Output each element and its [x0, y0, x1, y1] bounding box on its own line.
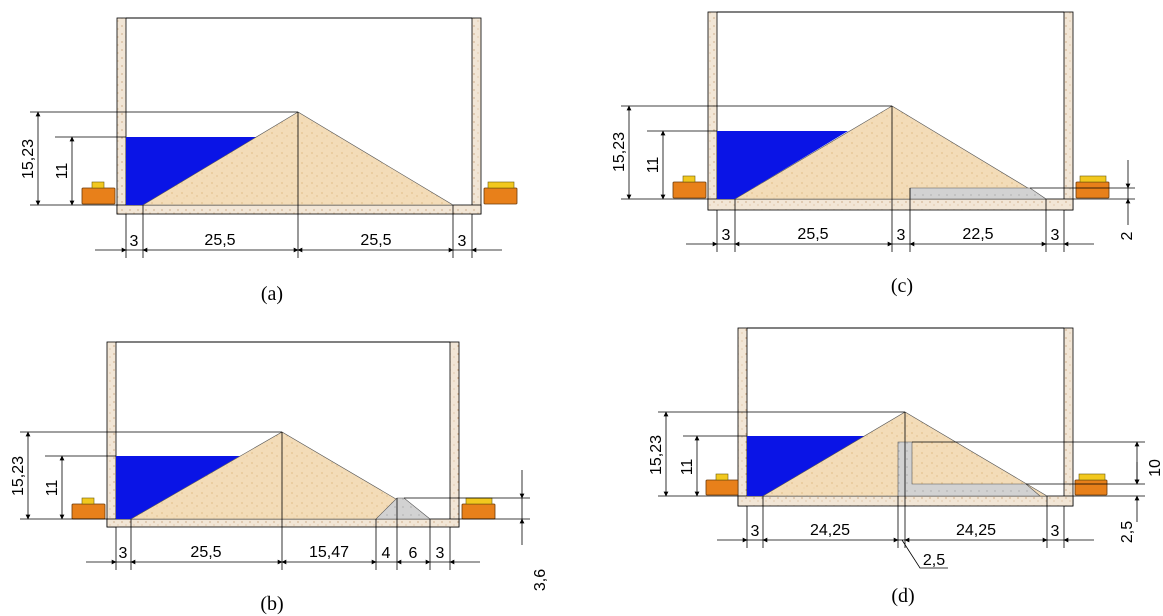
device-right-a	[483, 181, 518, 205]
dim-d-leader: 2,5	[923, 552, 945, 569]
caption-c: (c)	[891, 275, 913, 297]
dim-c-0: 3	[722, 227, 731, 244]
dim-b-4: 6	[409, 545, 418, 562]
device-right-d	[1074, 473, 1108, 496]
device-left-d	[705, 473, 739, 496]
dim-c-3: 22,5	[962, 226, 993, 243]
dim-b-total: 15,23	[10, 456, 27, 496]
water-c	[717, 131, 848, 199]
device-left-b	[71, 497, 106, 520]
panel-c: 15,23 11 3 25,5 3 22,5 3 2 (c)	[611, 11, 1136, 297]
dim-a-1: 25,5	[204, 232, 235, 249]
dim-b-2: 15,47	[309, 544, 349, 561]
dim-b-3: 4	[382, 545, 391, 562]
dim-d-vertical-top: 10	[1147, 459, 1163, 477]
dim-c-2: 3	[897, 227, 906, 244]
tank-b	[106, 341, 460, 528]
dim-c-1: 25,5	[797, 226, 828, 243]
water-d	[747, 436, 866, 496]
tank-d	[737, 327, 1074, 507]
dim-a-3: 3	[458, 233, 467, 250]
dim-d-2: 24,25	[956, 522, 996, 539]
caption-d: (d)	[891, 585, 914, 607]
water-b	[116, 456, 240, 519]
dim-d-vertical-bottom: 2,5	[1119, 521, 1136, 543]
device-left-a	[81, 181, 116, 205]
embankment-b	[129, 431, 432, 520]
caption-b: (b)	[260, 593, 283, 615]
dim-a-water: 11	[54, 163, 71, 180]
dim-b-vertical: 3,6	[532, 569, 549, 591]
dim-a-total: 15,23	[20, 139, 37, 179]
dim-d-0: 3	[751, 523, 760, 540]
device-left-c	[672, 175, 707, 199]
dim-c-4: 3	[1051, 227, 1060, 244]
filter-c	[909, 187, 1047, 200]
dim-c-total: 15,23	[611, 132, 628, 172]
panel-d: 15,23 11 3 24,25 24,25 3 2,5 10 2,5 (d)	[648, 327, 1163, 607]
dim-c-water: 11	[645, 157, 662, 174]
dim-d-total: 15,23	[648, 435, 665, 475]
panel-b: 15,23 11 3 25,5 15,47 4 6 3 3,6 (b)	[10, 341, 549, 615]
dim-a-0: 3	[130, 233, 139, 250]
dim-c-vertical: 2	[1119, 231, 1136, 240]
device-right-c	[1075, 175, 1110, 199]
dim-b-water: 11	[44, 480, 61, 497]
panel-a: 15,23 11 3 25,5 25,5 3 (a)	[20, 17, 518, 305]
dim-a-2: 25,5	[360, 232, 391, 249]
dim-d-1: 24,25	[810, 522, 850, 539]
dim-b-1: 25,5	[190, 544, 221, 561]
water-a	[126, 137, 258, 205]
dim-d-water: 11	[679, 459, 696, 476]
caption-a: (a)	[261, 283, 283, 305]
dim-d-3: 3	[1051, 523, 1060, 540]
embankment-c	[733, 105, 1048, 200]
device-right-b	[461, 497, 496, 520]
dim-b-0: 3	[119, 545, 128, 562]
dim-b-5: 3	[436, 545, 445, 562]
